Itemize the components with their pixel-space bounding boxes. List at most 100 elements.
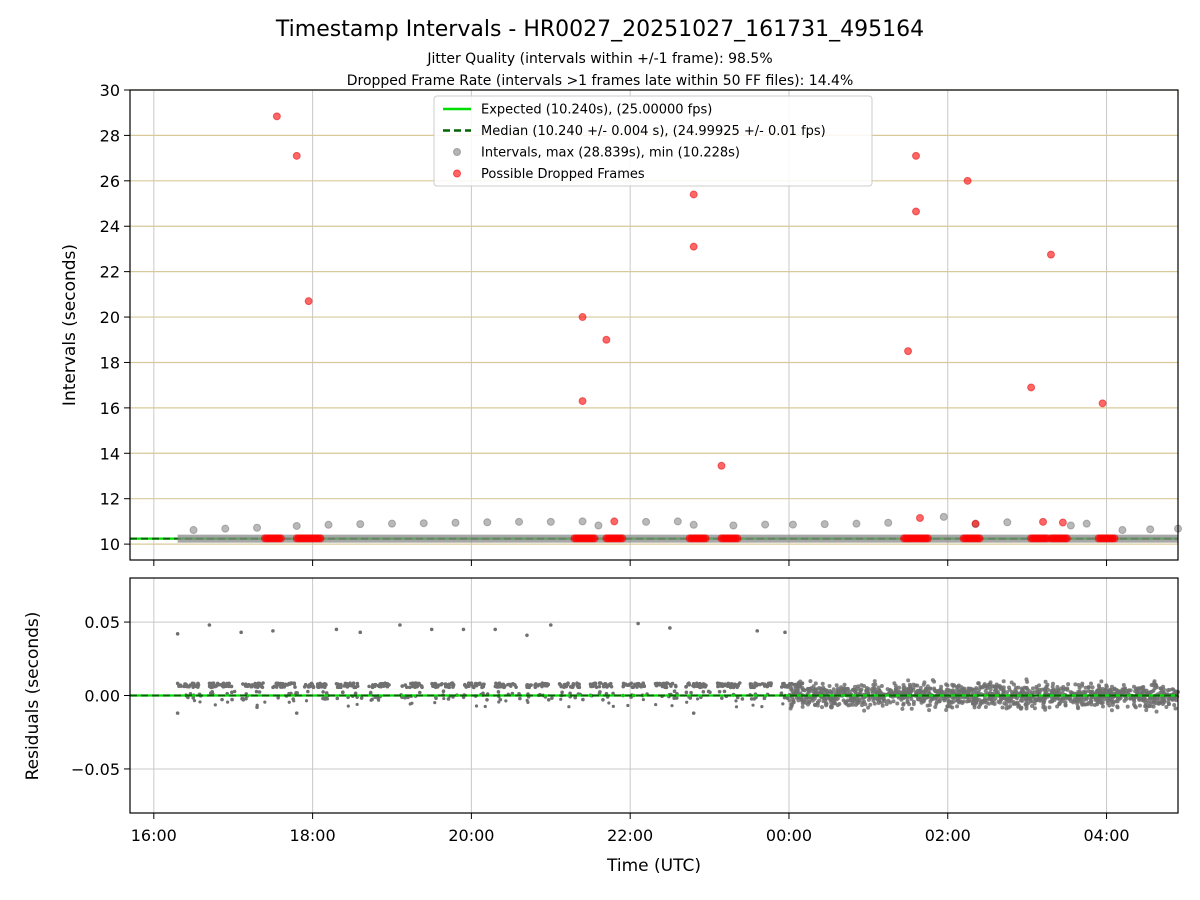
- residual-session: [367, 681, 391, 702]
- residual-point: [466, 681, 471, 685]
- residual-outlier-9: [493, 627, 498, 632]
- residual-point: [403, 695, 407, 700]
- residual-point: [368, 690, 373, 695]
- residual-point: [1100, 704, 1105, 709]
- residual-point: [821, 699, 826, 704]
- interval-point-12: [578, 517, 587, 526]
- interval-point-22: [884, 518, 893, 527]
- residual-point: [932, 679, 937, 684]
- residual-point: [198, 700, 202, 704]
- residual-point: [951, 688, 956, 693]
- intervals-ytick-label-3: 16: [100, 399, 120, 418]
- residual-point: [1018, 698, 1023, 703]
- residual-point: [957, 699, 962, 704]
- interval-point-19: [788, 520, 797, 529]
- residual-point: [1107, 703, 1112, 708]
- residual-point: [720, 696, 724, 700]
- residual-point: [1028, 696, 1033, 701]
- residual-point: [862, 684, 867, 689]
- interval-point-14: [642, 517, 651, 526]
- residual-point: [787, 698, 792, 703]
- residual-point: [722, 689, 727, 694]
- residual-point: [911, 682, 916, 687]
- residual-point: [607, 701, 611, 705]
- residual-point: [324, 691, 329, 695]
- residual-point: [1098, 700, 1103, 705]
- residual-outlier-16: [175, 711, 180, 715]
- residual-point: [1004, 702, 1009, 707]
- residual-point: [1096, 695, 1101, 700]
- residual-point: [1110, 702, 1115, 707]
- residual-point: [768, 683, 773, 688]
- residual-point: [611, 704, 615, 708]
- interval-point-26: [1066, 521, 1075, 530]
- residual-point: [1089, 702, 1094, 707]
- residual-point: [824, 696, 829, 701]
- residual-point: [789, 702, 794, 707]
- x-tick-label-4: 00:00: [766, 826, 812, 845]
- residual-point: [908, 684, 913, 689]
- residual-point: [939, 696, 944, 701]
- residual-point: [806, 688, 811, 693]
- residual-point: [1151, 704, 1156, 709]
- residual-point: [794, 690, 799, 695]
- residual-point: [927, 708, 932, 713]
- residual-point: [779, 685, 784, 689]
- residual-point: [1110, 695, 1115, 700]
- residual-point: [862, 708, 867, 713]
- residual-point: [1096, 683, 1101, 688]
- x-axis-label: Time (UTC): [606, 856, 701, 876]
- residual-point: [872, 701, 877, 706]
- residual-point: [1073, 682, 1078, 687]
- residual-point: [943, 696, 948, 701]
- residual-outlier-17: [255, 705, 259, 710]
- residual-point: [1065, 687, 1070, 692]
- residual-point: [611, 691, 615, 696]
- residual-point: [842, 682, 847, 687]
- residual-point: [900, 706, 905, 711]
- residual-point: [1063, 702, 1068, 707]
- residual-point: [951, 699, 956, 704]
- residual-point: [1082, 702, 1087, 707]
- residual-point: [1136, 696, 1141, 701]
- residual-point: [850, 696, 855, 701]
- residual-point: [222, 684, 227, 689]
- residual-point: [483, 704, 487, 709]
- residual-point: [691, 682, 696, 686]
- intervals-ytick-label-6: 22: [100, 263, 120, 282]
- residual-point: [674, 684, 678, 689]
- residual-point: [404, 685, 409, 690]
- residual-point: [565, 682, 570, 687]
- residual-point: [734, 705, 739, 709]
- residual-point: [215, 681, 220, 686]
- intervals-plot-frame: [129, 89, 1179, 561]
- interval-point-5: [356, 520, 365, 529]
- intervals-ytick-label-10: 30: [100, 81, 120, 100]
- chart-subtitle-dropped: Dropped Frame Rate (intervals >1 frames …: [347, 73, 854, 89]
- residual-point: [308, 684, 313, 689]
- residual-point: [904, 689, 909, 694]
- residual-point: [496, 690, 501, 694]
- residual-point: [856, 698, 861, 703]
- intervals-ytick-label-1: 12: [100, 490, 120, 509]
- dropped-point-5: [602, 335, 611, 344]
- residual-point: [352, 685, 356, 690]
- residual-point: [1085, 702, 1090, 707]
- residual-point: [1083, 690, 1088, 695]
- residual-point: [196, 685, 200, 689]
- residual-point: [726, 684, 730, 688]
- dropped-cluster-point: [1062, 534, 1071, 543]
- residual-point: [337, 685, 342, 689]
- residual-point: [852, 699, 857, 704]
- residual-point: [562, 685, 566, 690]
- residual-point: [844, 700, 849, 705]
- legend-swatch-2: [453, 148, 461, 156]
- residual-point: [594, 685, 599, 690]
- residual-point: [983, 704, 988, 709]
- residual-point: [1152, 680, 1157, 685]
- residual-point: [1052, 698, 1057, 703]
- residual-point: [708, 690, 712, 695]
- residual-point: [571, 681, 576, 686]
- interval-point-28: [1118, 526, 1127, 535]
- residual-point: [800, 685, 805, 690]
